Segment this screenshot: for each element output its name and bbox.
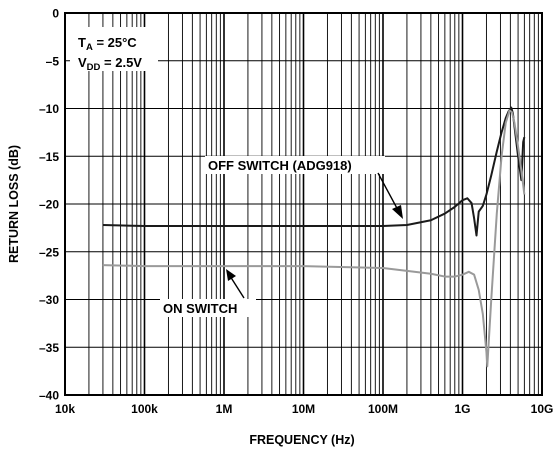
on-switch-arrowhead xyxy=(226,269,236,281)
x-tick-label: 1G xyxy=(454,402,470,416)
x-tick-label: 1M xyxy=(216,402,233,416)
condition-vdd: VDD = 2.5V xyxy=(78,55,142,73)
x-tick-label: 10M xyxy=(292,402,315,416)
y-tick-label: –30 xyxy=(39,293,59,307)
on-label-bg xyxy=(160,299,256,317)
off-switch-arrowhead xyxy=(392,205,403,219)
x-tick-label: 10k xyxy=(55,402,75,416)
tick-labels: 10k 100k 1M 10M 100M 1G 10G 0 –5 –10 –15 –20 –25 –30 –… xyxy=(39,7,553,417)
conditions-box xyxy=(70,27,158,71)
on-switch-label: ON SWITCH xyxy=(163,301,237,316)
y-tick-label: –40 xyxy=(39,389,59,403)
series-on-line xyxy=(102,109,526,368)
y-tick-label: –25 xyxy=(39,245,59,259)
y-tick-label: –20 xyxy=(39,198,59,212)
off-switch-label: OFF SWITCH (ADG918) xyxy=(208,158,352,173)
series-layer xyxy=(102,106,526,368)
y-tick-label: –15 xyxy=(39,150,59,164)
off-label-bg xyxy=(205,156,385,174)
x-tick-label: 10G xyxy=(531,402,554,416)
y-tick-label: –5 xyxy=(46,54,60,68)
off-switch-arrow xyxy=(377,172,400,213)
x-tick-label: 100k xyxy=(131,402,158,416)
y-tick-label: –10 xyxy=(39,102,59,116)
y-tick-label: –35 xyxy=(39,341,59,355)
y-axis-title: RETURN LOSS (dB) xyxy=(7,145,21,263)
plot-frame xyxy=(64,12,543,396)
on-switch-arrow xyxy=(229,275,245,299)
condition-ta: TA = 25°C xyxy=(78,35,137,53)
x-tick-label: 100M xyxy=(368,402,398,416)
x-axis-title: FREQUENCY (Hz) xyxy=(249,433,354,447)
grid xyxy=(65,13,542,395)
y-tick-label: 0 xyxy=(52,7,59,21)
